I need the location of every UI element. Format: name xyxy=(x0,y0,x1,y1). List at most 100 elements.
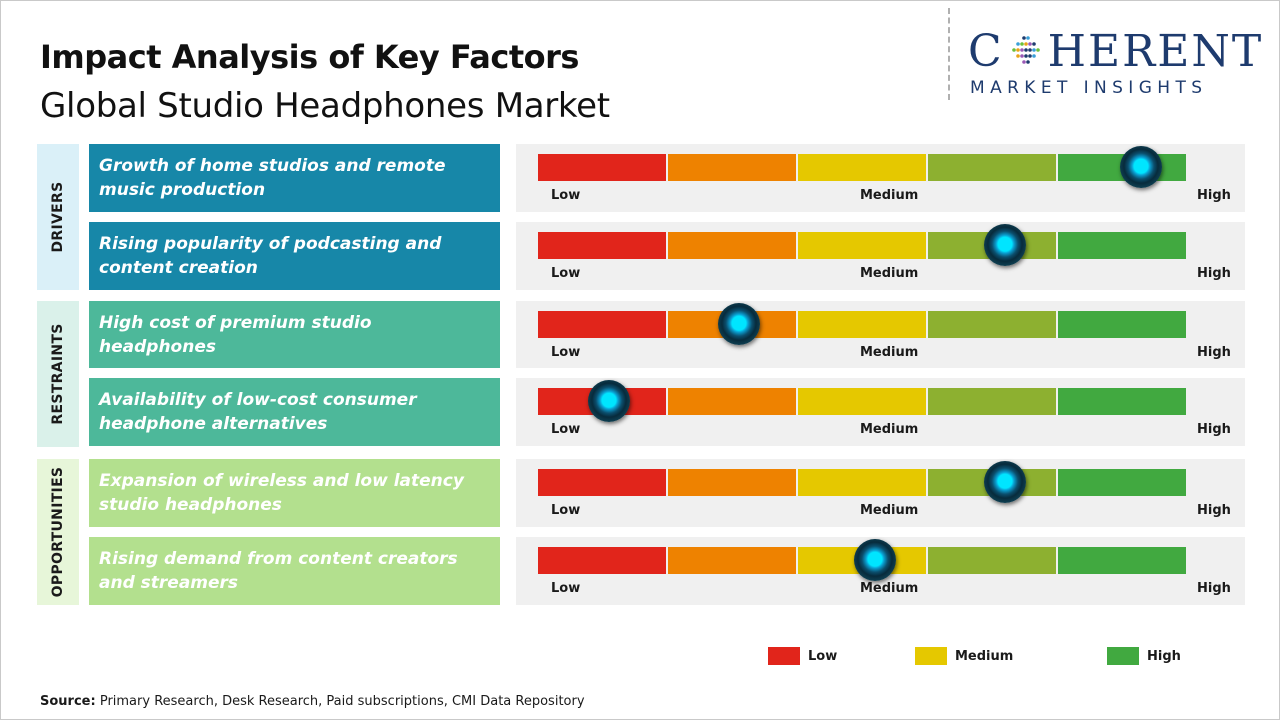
scale-label-medium: Medium xyxy=(860,345,919,360)
factor-label: Growth of home studios and remote music … xyxy=(99,156,446,200)
factor-box: Expansion of wireless and low latency st… xyxy=(89,459,500,527)
legend-label: High xyxy=(1147,648,1181,664)
segment-low-medium xyxy=(668,232,796,259)
logo-subtitle: MARKET INSIGHTS xyxy=(970,78,1208,98)
scale-label-medium: Medium xyxy=(860,503,919,518)
logo-dot xyxy=(1015,42,1020,46)
company-logo: C HERENT xyxy=(968,30,1263,74)
segment-medium-high xyxy=(928,388,1056,415)
chart-subtitle: Global Studio Headphones Market xyxy=(40,86,610,126)
legend-item-low: Low xyxy=(768,647,837,665)
logo-text-start: C xyxy=(968,26,1004,77)
source-note: Source: Primary Research, Desk Research,… xyxy=(40,694,585,709)
logo-dot xyxy=(1019,48,1024,52)
logo-dot xyxy=(1035,48,1040,52)
segment-low-medium xyxy=(668,388,796,415)
segment-medium xyxy=(798,469,926,496)
logo-text-end: HERENT xyxy=(1047,26,1264,77)
scale-label-low: Low xyxy=(551,422,581,437)
factor-box: High cost of premium studio headphones xyxy=(89,301,500,368)
impact-marker xyxy=(588,380,631,422)
segment-low xyxy=(538,547,666,574)
factor-box: Rising popularity of podcasting and cont… xyxy=(89,222,500,290)
segment-high xyxy=(1058,232,1186,259)
segment-high xyxy=(1058,547,1186,574)
segment-medium-high xyxy=(928,154,1056,181)
category-label: RESTRAINTS xyxy=(50,323,66,425)
category-drivers: DRIVERS xyxy=(37,144,79,290)
impact-scale: Low Medium High xyxy=(516,378,1245,446)
impact-gradient-bar xyxy=(538,232,1186,259)
source-label: Source: xyxy=(40,694,96,709)
scale-label-medium: Medium xyxy=(860,581,919,596)
logo-dot xyxy=(1023,42,1028,46)
impact-scale: Low Medium High xyxy=(516,222,1245,290)
logo-dots-icon xyxy=(1011,36,1040,64)
factor-box: Growth of home studios and remote music … xyxy=(89,144,500,212)
segment-low xyxy=(538,469,666,496)
scale-label-low: Low xyxy=(551,345,581,360)
logo-dot xyxy=(1025,36,1030,40)
segment-high xyxy=(1058,311,1186,338)
scale-label-low: Low xyxy=(551,266,581,281)
scale-label-high: High xyxy=(1197,266,1231,281)
segment-medium xyxy=(798,388,926,415)
impact-scale: Low Medium High xyxy=(516,301,1245,368)
impact-gradient-bar xyxy=(538,154,1186,181)
logo-dot xyxy=(1027,48,1032,52)
scale-label-medium: Medium xyxy=(860,188,919,203)
logo-dot xyxy=(1011,48,1016,52)
factor-box: Rising demand from content creators and … xyxy=(89,537,500,605)
impact-marker xyxy=(1119,146,1162,188)
legend-swatch xyxy=(915,647,947,665)
factor-label: Rising demand from content creators and … xyxy=(99,549,458,593)
logo-dot xyxy=(1021,60,1026,64)
category-label: OPPORTUNITIES xyxy=(50,466,66,598)
scale-label-medium: Medium xyxy=(860,422,919,437)
impact-gradient-bar xyxy=(538,469,1186,496)
impact-gradient-bar xyxy=(538,388,1186,415)
scale-label-high: High xyxy=(1197,581,1231,596)
impact-gradient-bar xyxy=(538,311,1186,338)
legend-label: Low xyxy=(808,648,838,664)
logo-dot xyxy=(1015,48,1020,52)
segment-medium-high xyxy=(928,547,1056,574)
segment-low-medium xyxy=(668,547,796,574)
segment-high xyxy=(1058,469,1186,496)
category-restraints: RESTRAINTS xyxy=(37,301,79,447)
impact-scale: Low Medium High xyxy=(516,537,1245,605)
source-text: Primary Research, Desk Research, Paid su… xyxy=(99,694,585,709)
scale-label-high: High xyxy=(1197,503,1231,518)
scale-label-medium: Medium xyxy=(860,266,919,281)
logo-dot xyxy=(1023,54,1028,58)
segment-low xyxy=(538,311,666,338)
impact-scale: Low Medium High xyxy=(516,459,1245,527)
legend-label: Medium xyxy=(955,648,1014,664)
logo-dot xyxy=(1019,42,1024,46)
category-label: DRIVERS xyxy=(50,181,66,253)
logo-dot xyxy=(1031,48,1036,52)
logo-dot xyxy=(1015,54,1020,58)
segment-low-medium xyxy=(668,469,796,496)
impact-marker xyxy=(717,303,760,345)
segment-high xyxy=(1058,388,1186,415)
factor-box: Availability of low-cost consumer headph… xyxy=(89,378,500,446)
legend-item-high: High xyxy=(1107,647,1181,665)
impact-marker xyxy=(983,461,1026,503)
segment-low xyxy=(538,154,666,181)
scale-label-low: Low xyxy=(551,188,581,203)
logo-divider xyxy=(948,8,950,100)
scale-label-low: Low xyxy=(551,581,581,596)
legend-item-medium: Medium xyxy=(915,647,1013,665)
segment-medium xyxy=(798,154,926,181)
legend-swatch xyxy=(768,647,800,665)
logo-dot xyxy=(1023,48,1028,52)
impact-scale: Low Medium High xyxy=(516,144,1245,212)
factor-label: Expansion of wireless and low latency st… xyxy=(99,471,464,515)
segment-medium-high xyxy=(928,311,1056,338)
segment-medium xyxy=(798,232,926,259)
segment-low xyxy=(538,232,666,259)
impact-gradient-bar xyxy=(538,547,1186,574)
impact-marker xyxy=(983,224,1026,266)
chart-title: Impact Analysis of Key Factors xyxy=(40,38,579,76)
